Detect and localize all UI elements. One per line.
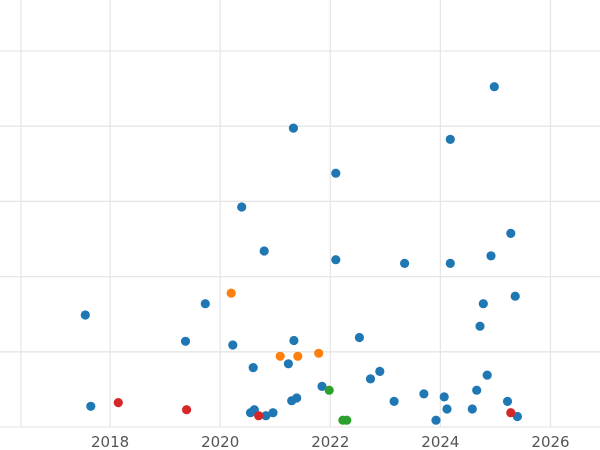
data-point <box>228 340 238 350</box>
x-tick-label: 2020 <box>201 433 239 450</box>
data-point <box>475 321 485 331</box>
data-point <box>482 370 492 380</box>
data-point <box>389 396 399 406</box>
data-point <box>288 123 298 133</box>
data-point <box>442 404 452 414</box>
data-point <box>324 385 334 395</box>
data-points <box>80 82 523 425</box>
data-point <box>431 415 441 425</box>
data-point <box>419 389 429 399</box>
data-point <box>248 363 258 373</box>
data-point <box>283 359 293 369</box>
data-point <box>259 246 269 256</box>
data-point <box>478 299 488 309</box>
data-point <box>254 411 264 421</box>
data-point <box>489 82 499 92</box>
data-point <box>510 291 520 301</box>
data-point <box>182 405 192 415</box>
data-point <box>375 366 385 376</box>
data-point <box>467 404 477 414</box>
data-point <box>486 251 496 261</box>
gridlines <box>0 0 600 428</box>
x-tick-label: 2024 <box>421 433 459 450</box>
data-point <box>445 134 455 144</box>
data-point <box>472 385 482 395</box>
data-point <box>439 392 449 402</box>
data-point <box>293 351 303 361</box>
x-axis-tick-labels: 2018 2020 2022 2024 2026 <box>91 433 570 450</box>
data-point <box>506 408 516 418</box>
data-point <box>314 348 324 358</box>
data-point <box>331 168 341 178</box>
x-tick-label: 2026 <box>531 433 569 450</box>
data-point <box>261 411 271 421</box>
data-point <box>354 332 364 343</box>
data-point <box>289 335 299 346</box>
data-point <box>86 401 96 411</box>
data-point <box>200 299 210 309</box>
data-point <box>342 415 352 425</box>
data-point <box>268 408 278 418</box>
data-point <box>237 202 247 212</box>
data-point <box>317 381 327 391</box>
data-point <box>275 351 285 361</box>
x-tick-label: 2018 <box>91 433 129 450</box>
data-point <box>506 228 516 238</box>
x-tick-label: 2022 <box>311 433 349 450</box>
data-point <box>226 288 236 298</box>
data-point <box>400 258 410 268</box>
data-point <box>180 336 191 346</box>
data-point <box>502 396 513 406</box>
data-point <box>292 393 302 403</box>
data-point <box>365 374 376 384</box>
data-point <box>331 255 341 265</box>
data-point <box>80 310 90 320</box>
data-point <box>445 258 455 268</box>
data-point <box>113 398 123 408</box>
